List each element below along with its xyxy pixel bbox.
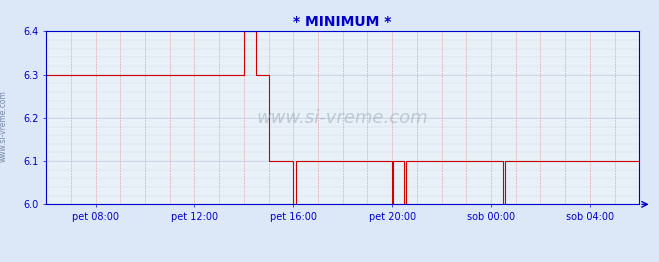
- Title: * MINIMUM *: * MINIMUM *: [293, 15, 392, 29]
- Text: www.si-vreme.com: www.si-vreme.com: [0, 90, 8, 162]
- Text: www.si-vreme.com: www.si-vreme.com: [257, 109, 428, 127]
